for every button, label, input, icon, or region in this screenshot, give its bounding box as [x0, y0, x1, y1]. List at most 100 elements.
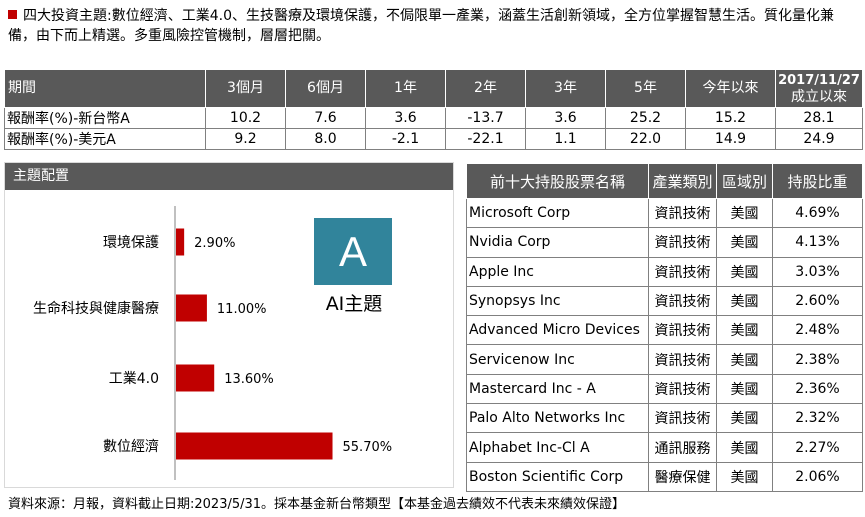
holding-name: Apple Inc [466, 256, 649, 287]
performance-value-cell: 8.0 [285, 128, 366, 150]
chart-category-label: 數位經濟 [103, 439, 159, 455]
theme-allocation-chart: 環境保護 2.90% 生命科技與健康醫療 11.00% 工業4.0 13.60% 數位經濟 5… [33, 206, 393, 480]
holding-weight: 3.03% [772, 256, 863, 287]
performance-header-6m: 6個月 [285, 69, 366, 108]
intro-text-block: 四大投資主題:數位經濟、工業4.0、生技醫療及環境保護，不侷限單一產業，涵蓋生活… [8, 6, 858, 46]
performance-header-ytd: 今年以來 [685, 69, 776, 108]
holding-name: Synopsys Inc [466, 285, 649, 317]
holdings-header-weight: 持股比重 [772, 163, 863, 199]
performance-header-1y: 1年 [365, 69, 446, 108]
holding-sector: 資訊技術 [648, 315, 717, 346]
holding-row: Mastercard Inc - A 資訊技術 美國 2.36% [466, 373, 863, 405]
holding-region: 美國 [716, 197, 773, 229]
performance-value-cell: 3.6 [525, 107, 606, 129]
red-square-bullet-icon [8, 10, 17, 19]
holding-weight: 2.60% [772, 285, 863, 317]
chart-category-label: 生命科技與健康醫療 [33, 300, 159, 317]
performance-row: 報酬率(%)-新台幣A 10.2 7.6 3.6 -13.7 3.6 25.2 15.2 28.… [4, 107, 863, 129]
holding-row: Advanced Micro Devices 資訊技術 美國 2.48% [466, 315, 863, 346]
footer-source-note: 資料來源：月報，資料截止日期:2023/5/31。採本基金新台幣類型【本基金過去… [8, 497, 626, 512]
performance-header-2y: 2年 [445, 69, 526, 108]
holding-name: Mastercard Inc - A [466, 373, 649, 405]
performance-header-period: 期間 [4, 69, 206, 108]
holding-region: 美國 [716, 285, 773, 317]
holding-row: Apple Inc 資訊技術 美國 3.03% [466, 256, 863, 287]
chart-bar [176, 228, 185, 256]
chart-bar [176, 294, 207, 322]
performance-value-cell: -13.7 [445, 107, 526, 129]
holding-sector: 資訊技術 [648, 373, 717, 405]
holding-row: Alphabet Inc-Cl A 通訊服務 美國 2.27% [466, 432, 863, 463]
performance-value-cell: 3.6 [365, 107, 446, 129]
theme-allocation-panel: 主題配置 環境保護 2.90% 生命科技與健康醫療 11.00% 工業4.0 13.60%… [4, 162, 454, 488]
intro-text: 四大投資主題:數位經濟、工業4.0、生技醫療及環境保護，不侷限單一產業，涵蓋生活… [8, 8, 834, 44]
holding-name: Boston Scientific Corp [466, 461, 649, 492]
holding-name: Nvidia Corp [466, 227, 649, 258]
holding-row: Synopsys Inc 資訊技術 美國 2.60% [466, 285, 863, 317]
holding-sector: 資訊技術 [648, 227, 717, 258]
holding-weight: 2.38% [772, 344, 863, 375]
chart-value-label: 11.00% [217, 302, 267, 317]
theme-allocation-title: 主題配置 [5, 163, 453, 190]
holding-name: Microsoft Corp [466, 197, 649, 229]
performance-header-row: 期間 3個月 6個月 1年 2年 3年 5年 今年以來 2017/11/27 成… [4, 69, 863, 108]
performance-value-cell: 15.2 [685, 107, 776, 129]
holding-row: Nvidia Corp 資訊技術 美國 4.13% [466, 227, 863, 258]
holding-name: Advanced Micro Devices [466, 315, 649, 346]
performance-value-cell: 25.2 [605, 107, 686, 129]
performance-row: 報酬率(%)-美元A 9.2 8.0 -2.1 -22.1 1.1 22.0 14.9 24.9 [4, 128, 863, 150]
holding-region: 美國 [716, 315, 773, 346]
holding-weight: 2.06% [772, 461, 863, 492]
performance-value-cell: 14.9 [685, 128, 776, 150]
holding-name: Palo Alto Networks Inc [466, 403, 649, 434]
holdings-header-row: 前十大持股股票名稱 產業類別 區域別 持股比重 [466, 163, 863, 199]
holding-region: 美國 [716, 461, 773, 492]
holding-region: 美國 [716, 227, 773, 258]
performance-header-5y: 5年 [605, 69, 686, 108]
holding-region: 美國 [716, 344, 773, 375]
performance-header-3y: 3年 [525, 69, 606, 108]
ai-badge-icon: A [314, 218, 392, 285]
performance-value-cell: -2.1 [365, 128, 446, 150]
performance-header-3m: 3個月 [205, 69, 286, 108]
holding-weight: 2.27% [772, 432, 863, 463]
holding-name: Alphabet Inc-Cl A [466, 432, 649, 463]
holding-sector: 資訊技術 [648, 285, 717, 317]
holding-row: Microsoft Corp 資訊技術 美國 4.69% [466, 197, 863, 229]
holding-name: Servicenow Inc [466, 344, 649, 375]
holding-weight: 2.32% [772, 403, 863, 434]
performance-value-cell: 24.9 [775, 128, 863, 150]
holding-weight: 4.13% [772, 227, 863, 258]
holding-weight: 2.48% [772, 315, 863, 346]
holding-region: 美國 [716, 403, 773, 434]
inception-date: 2017/11/27 [778, 72, 860, 88]
performance-value-cell: 7.6 [285, 107, 366, 129]
holdings-header-name: 前十大持股股票名稱 [466, 163, 649, 199]
performance-row-label: 報酬率(%)-美元A [4, 128, 206, 150]
holding-region: 美國 [716, 373, 773, 405]
holding-row: Palo Alto Networks Inc 資訊技術 美國 2.32% [466, 403, 863, 434]
holding-sector: 通訊服務 [648, 432, 717, 463]
performance-value-cell: -22.1 [445, 128, 526, 150]
performance-value-cell: 10.2 [205, 107, 286, 129]
performance-value-cell: 9.2 [205, 128, 286, 150]
holding-sector: 醫療保健 [648, 461, 717, 492]
chart-value-label: 55.70% [343, 440, 393, 455]
holdings-header-region: 區域別 [716, 163, 773, 199]
chart-bar [176, 432, 333, 460]
performance-value-cell: 22.0 [605, 128, 686, 150]
performance-value-cell: 1.1 [525, 128, 606, 150]
performance-table: 期間 3個月 6個月 1年 2年 3年 5年 今年以來 2017/11/27 成… [4, 69, 863, 150]
holding-sector: 資訊技術 [648, 403, 717, 434]
holding-row: Servicenow Inc 資訊技術 美國 2.38% [466, 344, 863, 375]
chart-value-label: 13.60% [224, 372, 274, 387]
holding-weight: 4.69% [772, 197, 863, 229]
performance-row-label: 報酬率(%)-新台幣A [4, 107, 206, 129]
holding-row: Boston Scientific Corp 醫療保健 美國 2.06% [466, 461, 863, 492]
holding-region: 美國 [716, 432, 773, 463]
chart-bar [176, 364, 215, 392]
holding-sector: 資訊技術 [648, 344, 717, 375]
performance-value-cell: 28.1 [775, 107, 863, 129]
holding-weight: 2.36% [772, 373, 863, 405]
chart-value-label: 2.90% [194, 236, 235, 251]
